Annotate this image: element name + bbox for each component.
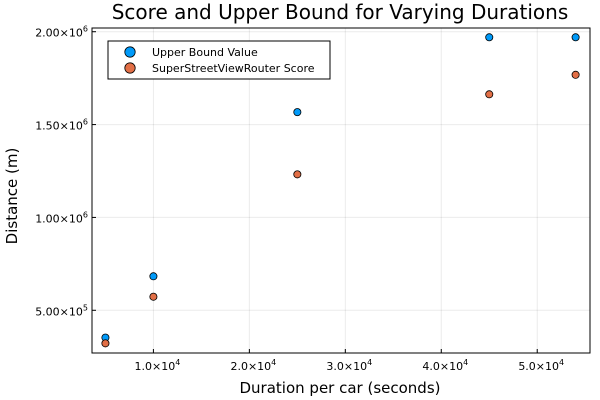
x-axis-ticks: 1.0×104 2.0×104 3.0×104 4.0×104 5.0×104 <box>135 349 564 373</box>
y-axis-label: Distance (m) <box>3 148 21 245</box>
y-tick-label: 1.00×106 <box>35 210 88 225</box>
x-tick-label: 4.0×104 <box>422 358 468 373</box>
x-tick-label: 2.0×104 <box>230 358 276 373</box>
data-points <box>101 33 580 348</box>
tick-mantissa: 1.00×10 <box>35 212 83 225</box>
legend-label: SuperStreetViewRouter Score <box>152 62 315 75</box>
legend-box <box>107 40 331 80</box>
data-point <box>149 272 158 281</box>
tick-mantissa: 3.0×10 <box>326 360 367 373</box>
tick-exponent: 4 <box>271 358 276 367</box>
y-tick-label: 5.00×105 <box>35 303 88 318</box>
tick-mantissa: 5.0×10 <box>518 360 559 373</box>
tick-exponent: 4 <box>559 358 564 367</box>
tick-exponent: 4 <box>463 358 468 367</box>
tick-exponent: 6 <box>83 118 88 127</box>
data-point <box>571 70 580 79</box>
legend-label: Upper Bound Value <box>152 46 258 59</box>
tick-exponent: 6 <box>83 210 88 219</box>
tick-mantissa: 4.0×10 <box>422 360 463 373</box>
plot-frame <box>91 27 591 354</box>
legend-marker <box>124 62 136 74</box>
data-point <box>293 170 302 179</box>
tick-exponent: 5 <box>83 303 88 312</box>
data-point <box>293 108 302 117</box>
x-tick-label: 1.0×104 <box>135 358 181 373</box>
data-point <box>101 339 110 348</box>
data-point <box>485 33 494 42</box>
x-tick-label: 3.0×104 <box>326 358 372 373</box>
tick-exponent: 4 <box>175 358 180 367</box>
tick-mantissa: 1.50×10 <box>35 120 83 133</box>
legend: Upper Bound Value SuperStreetViewRouter S… <box>107 40 331 80</box>
data-point <box>571 33 580 42</box>
tick-mantissa: 2.00×10 <box>35 27 83 40</box>
series-2-points <box>101 70 580 348</box>
x-tick-label: 5.0×104 <box>518 358 564 373</box>
series-1-points <box>101 33 580 342</box>
y-tick-label: 1.50×106 <box>35 118 88 133</box>
data-point <box>149 292 158 301</box>
tick-exponent: 4 <box>367 358 372 367</box>
tick-mantissa: 1.0×10 <box>135 360 176 373</box>
tick-mantissa: 2.0×10 <box>230 360 271 373</box>
grid-lines <box>92 28 590 353</box>
x-axis-label: Duration per car (seconds) <box>240 379 441 397</box>
legend-marker <box>124 46 136 58</box>
y-tick-label: 2.00×106 <box>35 25 88 40</box>
chart-title: Score and Upper Bound for Varying Durati… <box>112 0 569 24</box>
data-point <box>485 90 494 99</box>
tick-exponent: 6 <box>83 25 88 34</box>
tick-mantissa: 5.00×10 <box>35 305 83 318</box>
